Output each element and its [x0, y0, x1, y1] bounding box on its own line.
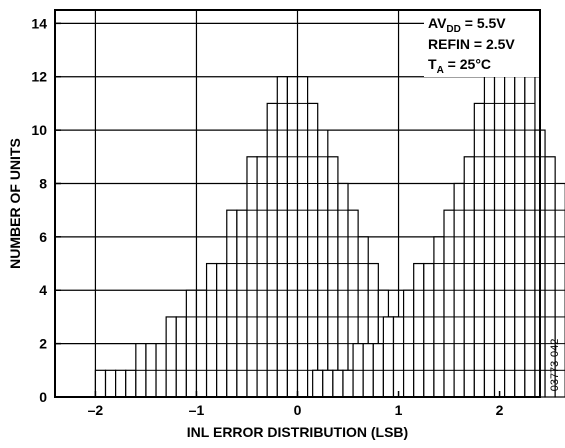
annotation-refin: REFIN = 2.5V — [428, 36, 515, 52]
y-tick-label: 0 — [39, 389, 47, 405]
left-distribution-bar — [125, 369, 137, 398]
left-distribution-bar — [226, 209, 238, 398]
right-distribution-bar — [312, 369, 324, 398]
right-distribution-bar — [443, 209, 455, 398]
annotation-temperature: TA = 25°C — [428, 56, 491, 76]
left-distribution-bar — [94, 369, 107, 398]
left-distribution-bar — [216, 262, 228, 398]
left-distribution-bar — [165, 316, 177, 398]
left-distribution-bar — [236, 209, 248, 398]
x-tick-label: –1 — [189, 402, 205, 418]
y-tick-label: 14 — [31, 15, 47, 31]
annotation-background — [424, 11, 539, 77]
right-distribution-bar — [392, 316, 405, 398]
left-distribution-bar — [104, 369, 117, 398]
left-distribution-bar — [205, 262, 218, 398]
x-axis-title: INL ERROR DISTRIBUTION (LSB) — [187, 424, 408, 440]
histogram-bars — [94, 22, 565, 398]
left-distribution-bar — [307, 102, 319, 398]
y-tick-label: 8 — [39, 175, 47, 191]
x-tick-label: 2 — [496, 402, 504, 418]
y-tick-label: 10 — [31, 122, 47, 138]
left-distribution-bar — [246, 156, 258, 398]
y-tick-label: 12 — [31, 69, 47, 85]
left-distribution-bar — [115, 369, 127, 398]
left-distribution-bar — [327, 156, 339, 398]
left-distribution-bar — [256, 156, 268, 398]
left-distribution-bar — [175, 316, 187, 398]
y-axis-title: NUMBER OF UNITS — [7, 138, 23, 269]
x-tick-label: –2 — [88, 402, 104, 418]
right-distribution-bar — [322, 369, 334, 398]
figure-code: 03773-042 — [549, 339, 561, 392]
right-distribution-bar — [473, 102, 486, 398]
x-tick-label: 1 — [395, 402, 403, 418]
right-distribution-bar — [382, 316, 395, 398]
left-distribution-bar — [266, 102, 278, 398]
y-tick-label: 2 — [39, 336, 47, 352]
right-distribution-bar — [342, 369, 354, 398]
right-distribution-bar — [423, 262, 435, 398]
annotation-box: AVDD = 5.5V REFIN = 2.5V TA = 25°C — [424, 11, 539, 77]
x-tick-label: 0 — [294, 402, 302, 418]
y-tick-label: 6 — [39, 229, 47, 245]
right-distribution-bar — [463, 156, 475, 398]
y-tick-label: 4 — [39, 282, 47, 298]
right-distribution-bar — [332, 369, 344, 398]
right-distribution-bar — [413, 262, 425, 398]
annotation-avdd: AVDD = 5.5V — [428, 15, 506, 35]
